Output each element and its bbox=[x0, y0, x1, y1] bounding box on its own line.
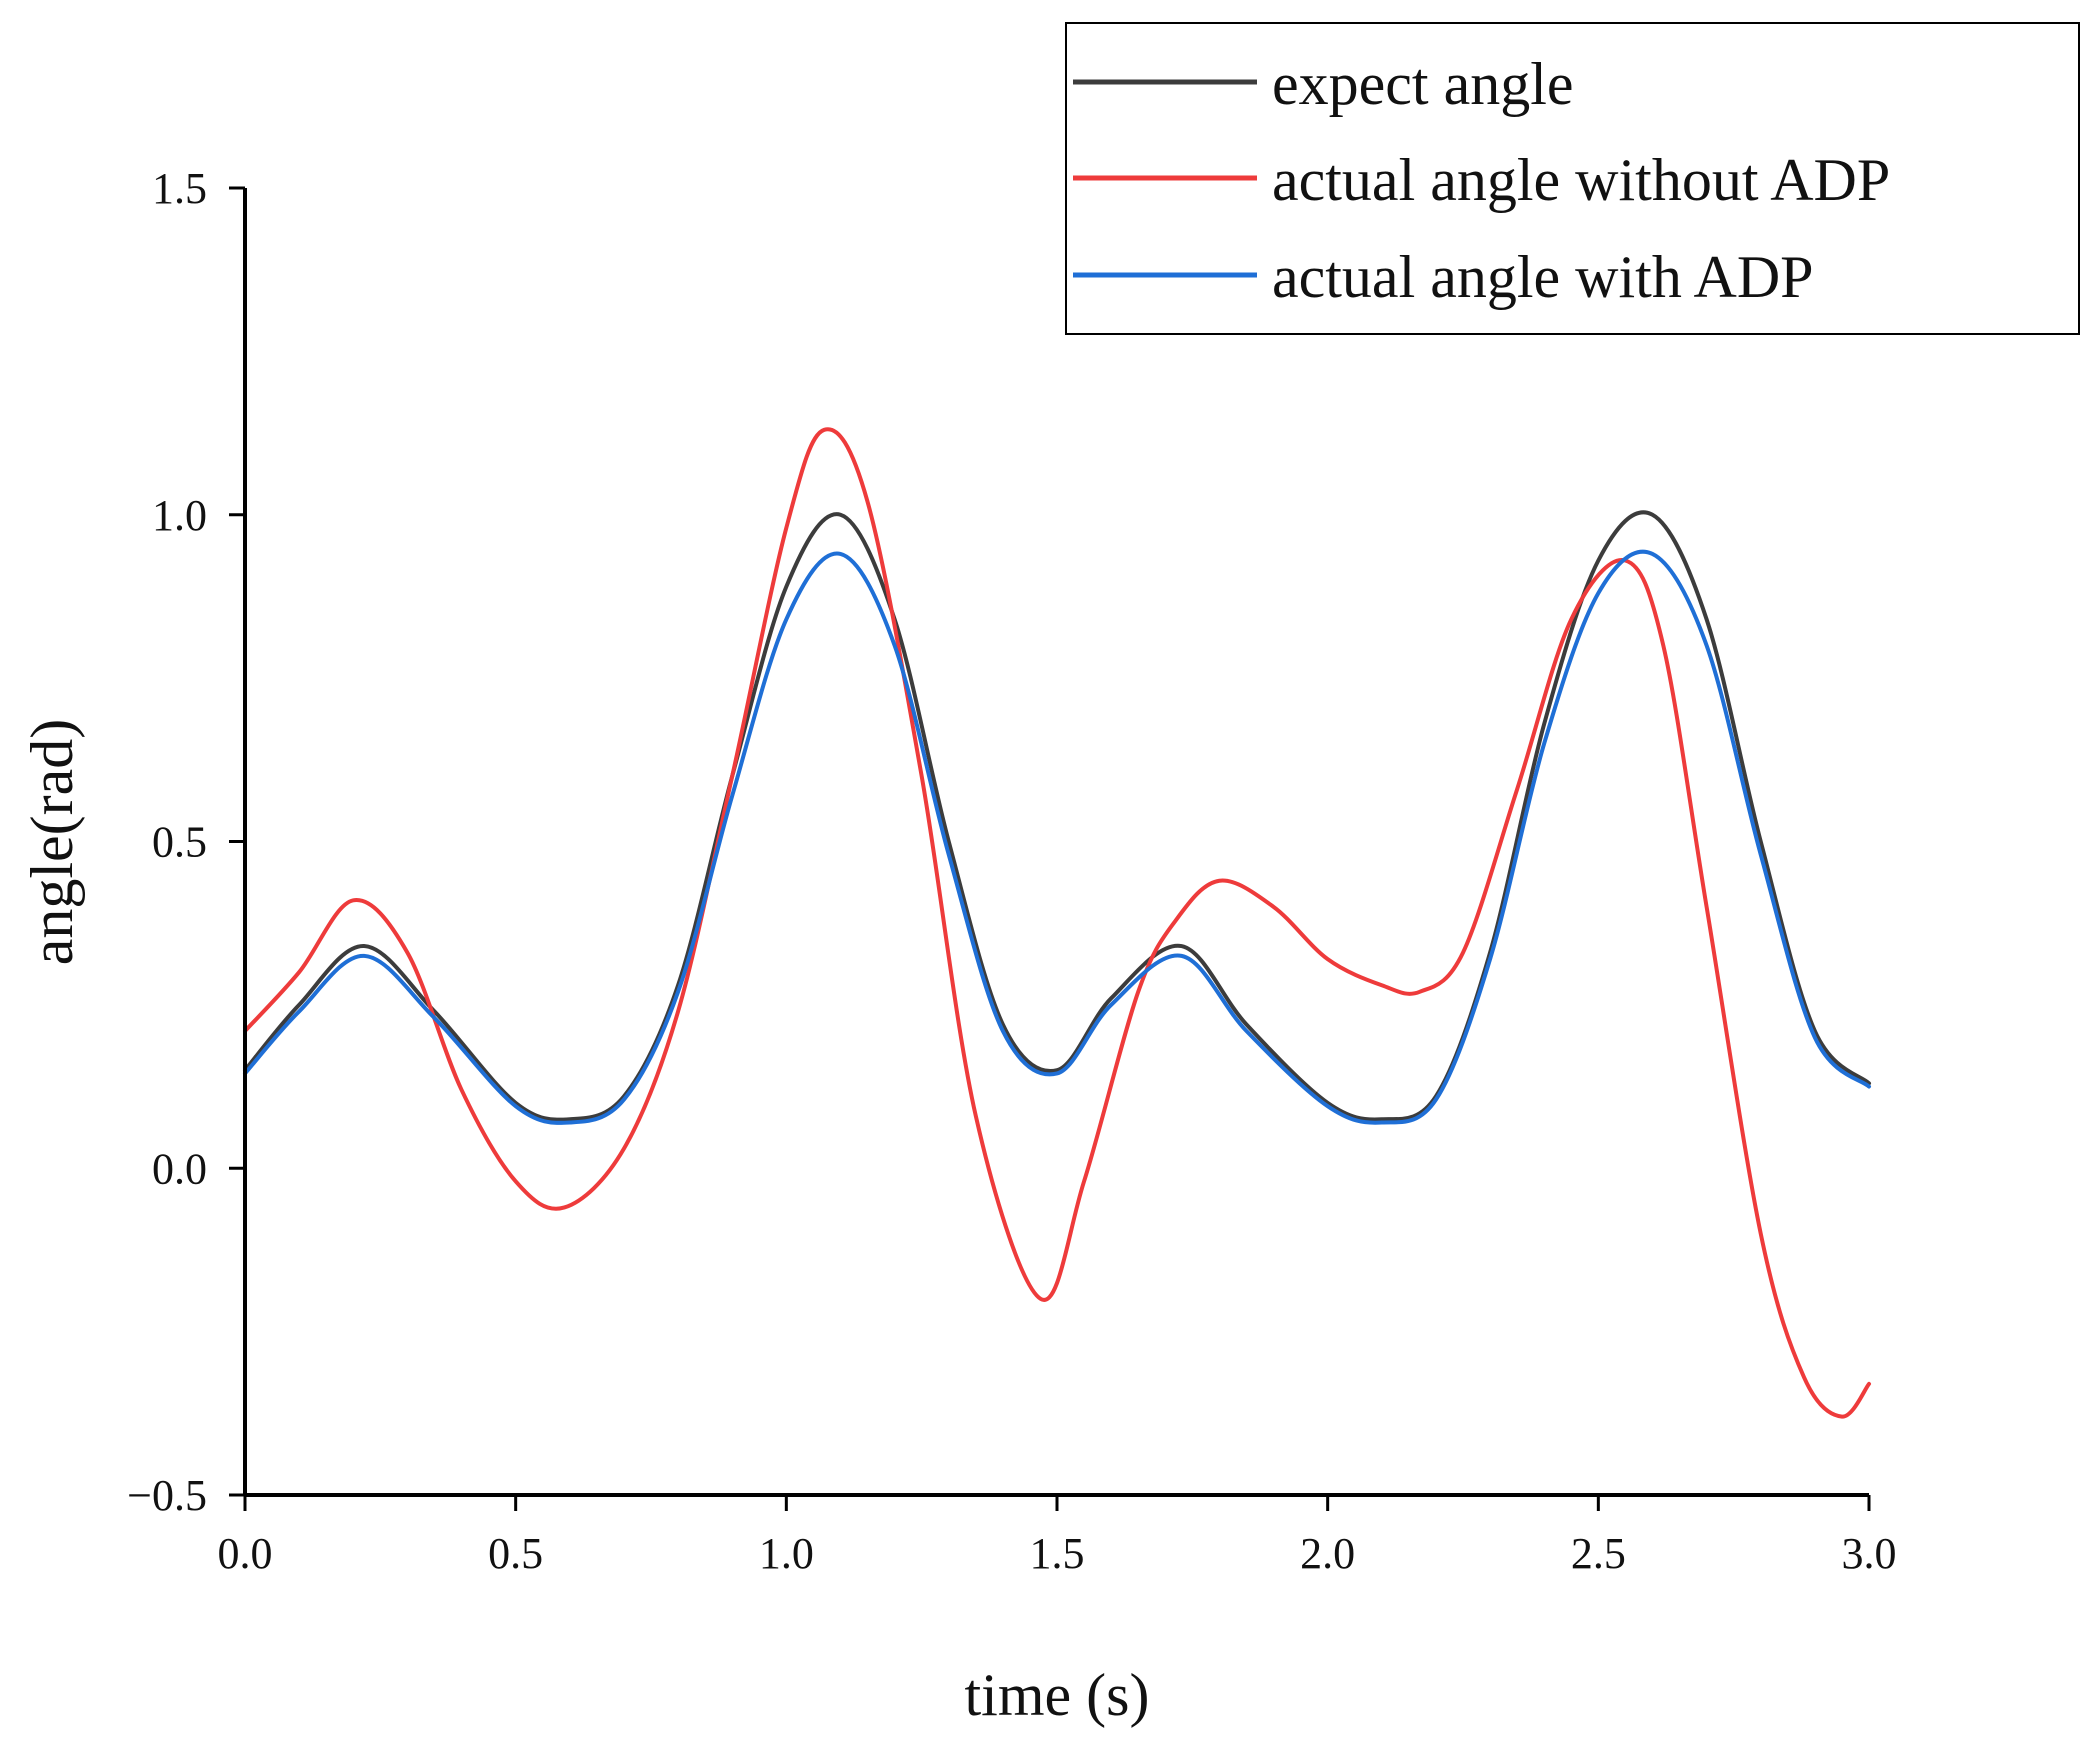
series-layer bbox=[243, 427, 1871, 1419]
y-tick-label: 1.5 bbox=[152, 164, 207, 213]
y-tick-label: 1.0 bbox=[152, 491, 207, 540]
x-tick-label: 2.0 bbox=[1300, 1529, 1355, 1578]
x-tick-label: 1.5 bbox=[1030, 1529, 1085, 1578]
y-tick-label: −0.5 bbox=[127, 1471, 207, 1520]
x-tick-label: 3.0 bbox=[1842, 1529, 1897, 1578]
series-line-2 bbox=[243, 427, 1871, 1419]
legend: expect angle actual angle without ADP actu… bbox=[1065, 22, 2080, 335]
series-line-1 bbox=[243, 510, 1871, 1122]
x-tick-label: 2.5 bbox=[1571, 1529, 1626, 1578]
legend-label-3: actual angle with ADP bbox=[1272, 244, 1814, 310]
x-tick-label: 0.5 bbox=[488, 1529, 543, 1578]
y-tick-label: 0.0 bbox=[152, 1144, 207, 1193]
x-tick-label: 0.0 bbox=[218, 1529, 273, 1578]
y-tick-label: 0.5 bbox=[152, 818, 207, 867]
axes bbox=[243, 188, 1869, 1497]
x-tick-label: 1.0 bbox=[759, 1529, 814, 1578]
legend-label-2: actual angle without ADP bbox=[1272, 147, 1890, 213]
series-line-3 bbox=[243, 549, 1871, 1125]
y-axis-title: angle(rad) bbox=[19, 719, 85, 966]
ticks: 0.0 0.5 1.0 1.5 2.0 2.5 3.0−0.50.00.51.01.5 bbox=[127, 164, 1896, 1578]
legend-label-1: expect angle bbox=[1272, 51, 1574, 117]
x-axis-title: time (s) bbox=[965, 1662, 1150, 1728]
